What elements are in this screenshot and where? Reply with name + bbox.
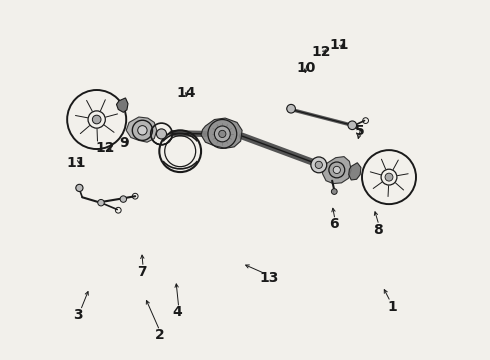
Circle shape: [287, 104, 295, 113]
Polygon shape: [126, 117, 157, 142]
Text: 2: 2: [154, 328, 164, 342]
Text: 13: 13: [260, 271, 279, 285]
Circle shape: [120, 196, 126, 202]
Text: 12: 12: [96, 141, 115, 155]
Text: 10: 10: [296, 61, 316, 75]
Circle shape: [219, 130, 226, 138]
Circle shape: [315, 161, 322, 168]
Text: 9: 9: [120, 136, 129, 150]
Text: 7: 7: [138, 265, 147, 279]
Circle shape: [215, 126, 230, 142]
Text: 14: 14: [177, 86, 196, 100]
Polygon shape: [201, 118, 242, 148]
Text: 8: 8: [373, 223, 383, 237]
Circle shape: [348, 121, 357, 130]
Circle shape: [156, 129, 167, 139]
Circle shape: [92, 115, 101, 124]
Text: 6: 6: [329, 217, 339, 231]
Circle shape: [333, 166, 341, 174]
Text: 5: 5: [355, 125, 365, 138]
Text: 11: 11: [67, 156, 86, 170]
Polygon shape: [349, 163, 361, 180]
Text: 3: 3: [73, 308, 82, 322]
Text: 1: 1: [388, 300, 397, 314]
Polygon shape: [117, 98, 128, 112]
Circle shape: [331, 189, 337, 194]
Circle shape: [385, 173, 393, 181]
Circle shape: [311, 157, 327, 173]
Text: 11: 11: [330, 38, 349, 52]
Circle shape: [98, 199, 104, 206]
Circle shape: [138, 126, 147, 135]
Text: 12: 12: [312, 45, 331, 59]
Polygon shape: [322, 157, 351, 184]
Circle shape: [76, 184, 83, 192]
Text: 4: 4: [173, 306, 183, 319]
